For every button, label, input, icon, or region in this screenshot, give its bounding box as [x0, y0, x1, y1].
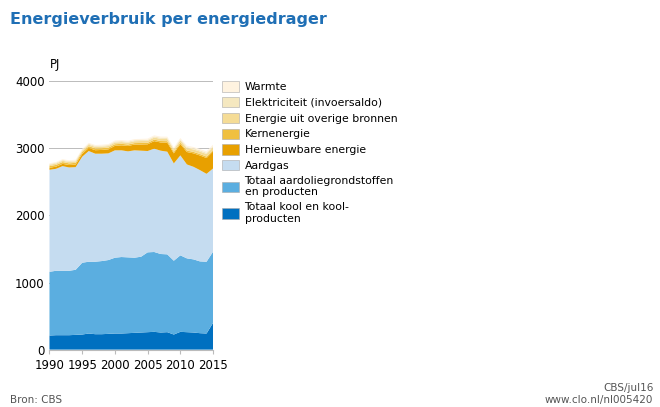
- Text: PJ: PJ: [50, 57, 60, 70]
- Text: CBS/jul16
www.clo.nl/nl005420: CBS/jul16 www.clo.nl/nl005420: [545, 383, 653, 405]
- Legend: Warmte, Elektriciteit (invoersaldo), Energie uit overige bronnen, Kernenergie, H: Warmte, Elektriciteit (invoersaldo), Ene…: [222, 81, 397, 224]
- Text: Bron: CBS: Bron: CBS: [10, 395, 62, 405]
- Text: Energieverbruik per energiedrager: Energieverbruik per energiedrager: [10, 12, 327, 27]
